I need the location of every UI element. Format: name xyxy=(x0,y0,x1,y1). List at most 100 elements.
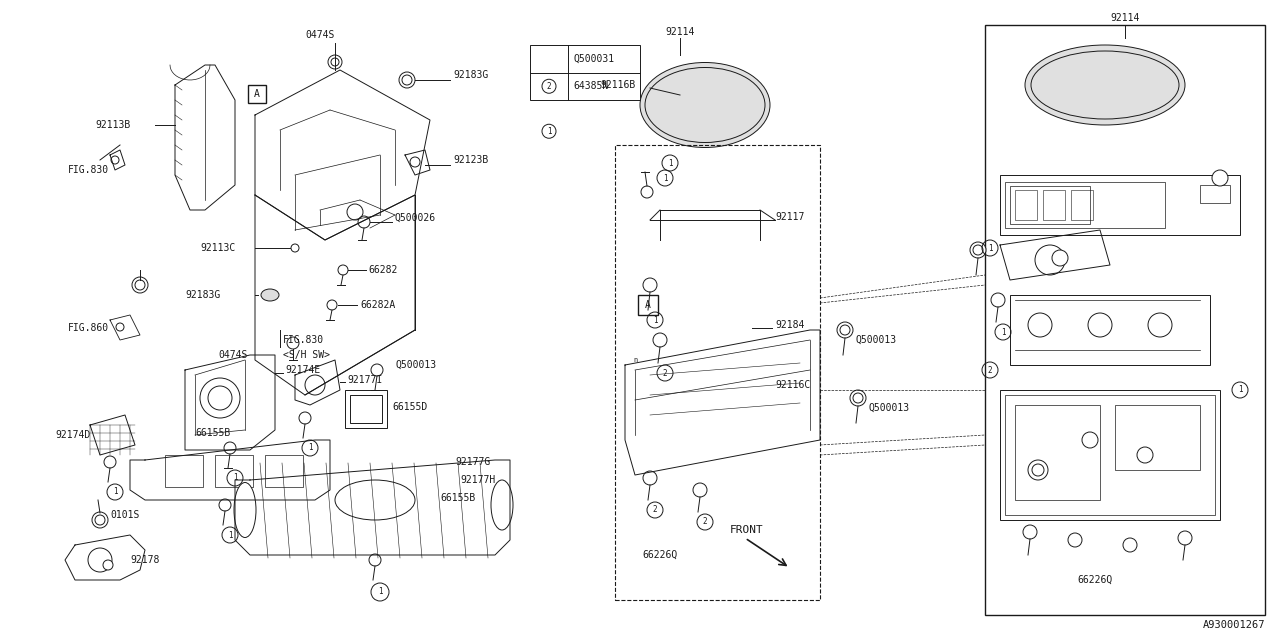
Text: 1: 1 xyxy=(307,444,312,452)
Text: 92114: 92114 xyxy=(666,27,695,37)
Text: 64385N: 64385N xyxy=(573,81,608,92)
Text: 1: 1 xyxy=(668,159,672,168)
Ellipse shape xyxy=(234,483,256,538)
Text: 92184: 92184 xyxy=(774,320,804,330)
Bar xyxy=(614,145,820,600)
Text: 92114: 92114 xyxy=(1110,13,1139,23)
Bar xyxy=(215,455,253,487)
Ellipse shape xyxy=(640,63,771,147)
Bar xyxy=(248,85,266,103)
Text: 92174D: 92174D xyxy=(55,430,91,440)
Text: 92116C: 92116C xyxy=(774,380,810,390)
Ellipse shape xyxy=(1025,45,1185,125)
Text: 66226Q: 66226Q xyxy=(643,550,677,560)
Bar xyxy=(1015,190,1037,220)
Bar xyxy=(346,390,387,428)
Text: FIG.830: FIG.830 xyxy=(68,165,109,175)
Text: A: A xyxy=(253,89,260,99)
Circle shape xyxy=(837,322,852,338)
Bar xyxy=(265,455,303,487)
Text: 2: 2 xyxy=(663,369,667,378)
Text: Q500013: Q500013 xyxy=(868,403,909,413)
Text: 1: 1 xyxy=(1238,385,1243,394)
Text: Q500013: Q500013 xyxy=(396,360,436,370)
Text: 2: 2 xyxy=(988,365,992,374)
Circle shape xyxy=(1036,245,1065,275)
Text: 92123B: 92123B xyxy=(453,155,488,165)
Text: 1: 1 xyxy=(663,173,667,182)
Text: Q500013: Q500013 xyxy=(855,335,896,345)
Circle shape xyxy=(132,277,148,293)
Text: 0474S: 0474S xyxy=(305,30,334,40)
Text: 1: 1 xyxy=(378,588,383,596)
Bar xyxy=(1005,395,1215,515)
Text: 92174E: 92174E xyxy=(285,365,320,375)
Text: 92183G: 92183G xyxy=(186,290,220,300)
Bar xyxy=(986,25,1265,615)
Bar xyxy=(1000,390,1220,520)
Ellipse shape xyxy=(261,289,279,301)
Text: <S/H SW>: <S/H SW> xyxy=(283,350,330,360)
Text: FIG.830: FIG.830 xyxy=(283,335,324,345)
Text: 1: 1 xyxy=(988,243,992,253)
Circle shape xyxy=(305,375,325,395)
Text: A: A xyxy=(645,300,652,310)
Text: 92183G: 92183G xyxy=(453,70,488,80)
Bar xyxy=(1201,185,1230,203)
Text: 1: 1 xyxy=(233,474,237,483)
Bar xyxy=(637,295,658,315)
Text: 1: 1 xyxy=(228,531,232,540)
Text: 1: 1 xyxy=(113,488,118,497)
Bar xyxy=(1043,190,1065,220)
Bar xyxy=(530,45,640,100)
Bar xyxy=(1010,295,1210,365)
Text: 1: 1 xyxy=(653,316,658,324)
Text: 66226Q: 66226Q xyxy=(1078,575,1112,585)
Circle shape xyxy=(1028,460,1048,480)
Text: 92117: 92117 xyxy=(774,212,804,222)
Bar xyxy=(1015,405,1100,500)
Text: 92113B: 92113B xyxy=(95,120,131,130)
Text: 66155D: 66155D xyxy=(392,402,428,412)
Text: Q500026: Q500026 xyxy=(394,213,435,223)
Circle shape xyxy=(399,72,415,88)
Bar xyxy=(349,395,381,423)
Circle shape xyxy=(102,560,113,570)
Circle shape xyxy=(1052,250,1068,266)
Bar xyxy=(1000,175,1240,235)
Text: 92178: 92178 xyxy=(131,555,160,565)
Text: 2: 2 xyxy=(547,82,552,91)
Bar xyxy=(1071,190,1093,220)
Circle shape xyxy=(1212,170,1228,186)
Text: 92177I: 92177I xyxy=(347,375,383,385)
Text: 92116B: 92116B xyxy=(600,80,635,90)
Text: 66155B: 66155B xyxy=(440,493,475,503)
Text: 92177G: 92177G xyxy=(454,457,490,467)
Bar xyxy=(1010,186,1091,224)
Circle shape xyxy=(850,390,867,406)
Circle shape xyxy=(328,55,342,69)
Text: 66282: 66282 xyxy=(369,265,397,275)
Ellipse shape xyxy=(492,480,513,530)
Text: FIG.860: FIG.860 xyxy=(68,323,109,333)
Text: 66155B: 66155B xyxy=(195,428,230,438)
Text: 92177H: 92177H xyxy=(460,475,495,485)
Text: 92113C: 92113C xyxy=(200,243,236,253)
Circle shape xyxy=(970,242,986,258)
Circle shape xyxy=(347,204,364,220)
Text: 1: 1 xyxy=(1001,328,1005,337)
Bar xyxy=(165,455,204,487)
Text: 0101S: 0101S xyxy=(110,510,140,520)
Bar xyxy=(1005,182,1165,228)
Text: FRONT: FRONT xyxy=(730,525,764,535)
Text: A930001267: A930001267 xyxy=(1202,620,1265,630)
Text: 2: 2 xyxy=(703,518,708,527)
Text: n: n xyxy=(632,357,637,363)
Text: Q500031: Q500031 xyxy=(573,54,614,64)
Text: 0474S: 0474S xyxy=(218,350,247,360)
Circle shape xyxy=(1137,447,1153,463)
Text: 1: 1 xyxy=(547,127,552,136)
Bar xyxy=(1115,405,1201,470)
Text: 2: 2 xyxy=(653,506,658,515)
Text: 66282A: 66282A xyxy=(360,300,396,310)
